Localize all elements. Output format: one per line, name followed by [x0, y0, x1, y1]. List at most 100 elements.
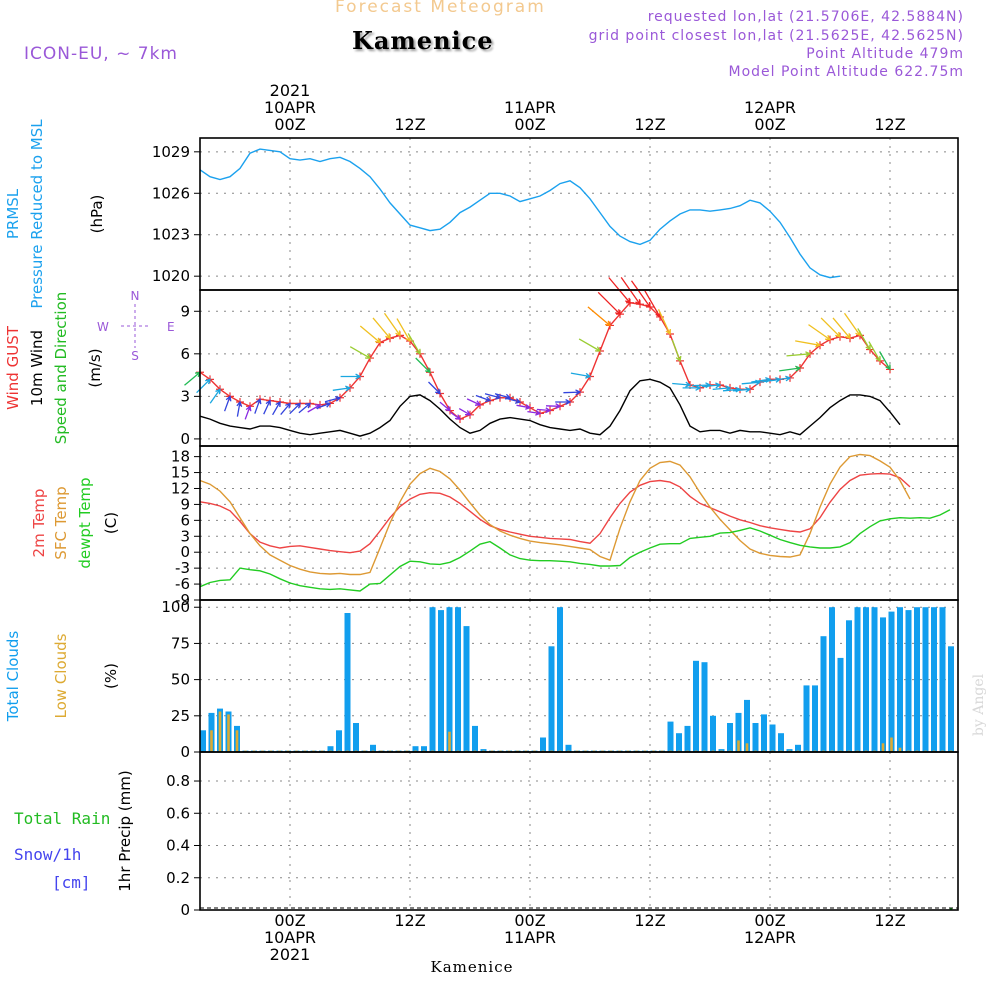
series-2m-temp-line	[199, 472, 911, 554]
wind-direction-arrow	[563, 389, 582, 396]
y-tick-label: 0.2	[166, 869, 190, 887]
wind-direction-arrow	[396, 318, 411, 343]
wind-direction-arrow	[196, 378, 211, 394]
compass-cross	[121, 304, 149, 348]
series-total-clouds-bar	[888, 611, 895, 752]
series-total-clouds-bar	[667, 721, 674, 752]
series-total-clouds-bar	[548, 646, 555, 752]
series-low-clouds-bar	[745, 743, 749, 752]
series-total-clouds-bar	[412, 746, 419, 752]
wind-direction-arrow	[254, 397, 262, 414]
wind-direction-arrow	[289, 402, 301, 415]
wind-direction-arrow	[475, 394, 492, 403]
precip-legend-label: Total Rain	[14, 809, 110, 828]
wind-direction-arrow	[450, 411, 462, 420]
panel-axis-label: SFC Temp	[52, 486, 70, 559]
panel-axis-label: (C)	[102, 512, 120, 534]
series-low-clouds-bar	[227, 714, 230, 752]
series-wind-gust-line	[199, 302, 891, 420]
wind-direction-arrow	[657, 309, 671, 336]
y-tick-label: 1029	[152, 143, 190, 161]
point-altitude: Point Altitude 479m	[806, 46, 964, 62]
wind-direction-arrow	[332, 385, 352, 392]
series-total-clouds-bar	[684, 725, 691, 752]
series-total-clouds-bar	[752, 723, 759, 752]
series-total-clouds-bar	[370, 744, 376, 752]
bottom-time-tick-label: 2021	[270, 945, 311, 964]
y-tick-label: 100	[161, 598, 190, 616]
top-time-tick-label: 00Z	[274, 115, 305, 134]
compass-rose: W E N S	[97, 289, 175, 363]
series-total-clouds-bar	[795, 744, 801, 752]
wind-direction-arrow	[263, 399, 271, 415]
series-total-clouds-bar	[701, 662, 708, 752]
series-total-clouds-bar	[914, 607, 920, 752]
series-total-clouds	[200, 607, 954, 752]
series-total-clouds-bar	[761, 714, 767, 752]
wind-direction-arrow	[340, 373, 362, 380]
series-total-clouds-bar	[863, 607, 869, 752]
series-prmsl	[199, 148, 841, 279]
series-10m-wind	[199, 378, 901, 437]
panel-frame	[199, 445, 959, 601]
series-low-clouds-bar	[218, 711, 222, 752]
series-total-clouds-bar	[769, 724, 776, 752]
panel-wind: 0 3 6 9 W E N S Wind GUST 10m Wind Speed and Direc…	[4, 277, 959, 448]
series-total-clouds-bar	[727, 723, 733, 752]
wind-direction-arrow	[722, 386, 742, 393]
series-low-clouds-bar	[448, 731, 451, 752]
series-prmsl-line	[199, 148, 841, 279]
panel-axis-label: PRMSL	[4, 188, 22, 239]
wind-direction-arrow	[407, 333, 421, 355]
series-total-clouds-bar	[854, 607, 861, 752]
panel-pressure: 1020 1023 1026 1029 PRMSL Pressure Reduced to…	[4, 119, 959, 309]
panel-frame	[199, 599, 959, 753]
series-total-clouds-bar	[846, 620, 852, 752]
series-total-clouds-bar	[336, 730, 342, 752]
series-low-clouds-bar	[235, 730, 239, 752]
series-total-clouds-bar	[710, 715, 716, 752]
wind-direction-arrows	[184, 277, 891, 420]
panel-precip: 0 0.2 0.4 0.6 0.8 1hr Precip (mm) Total Rain Sn…	[14, 751, 959, 919]
top-time-tick-label: 00Z	[514, 115, 545, 134]
wind-direction-arrow	[184, 371, 202, 386]
bottom-time-tick-label: 12Z	[394, 911, 425, 930]
wind-direction-arrow	[770, 375, 792, 382]
bottom-time-tick-label: 12Z	[874, 911, 905, 930]
wind-direction-arrow	[349, 346, 372, 359]
series-wind-gust	[196, 298, 894, 424]
y-tick-label: 0.4	[166, 837, 190, 855]
y-tick-label: 3	[180, 527, 190, 545]
wind-direction-arrow	[383, 312, 401, 337]
wind-direction-arrow	[570, 372, 592, 379]
wind-direction-arrow	[843, 312, 861, 337]
compass-south: S	[131, 349, 139, 363]
y-tick-label: 0.8	[166, 772, 190, 790]
series-total-clouds-bar	[429, 607, 436, 752]
series-total-clouds-bar	[744, 699, 750, 752]
bottom-time-tick-label: 00Z	[274, 911, 305, 930]
series-total-clouds-bar	[200, 730, 206, 752]
top-time-tick-label: 10APR	[264, 98, 316, 117]
precip-legend-label: [cm]	[52, 873, 91, 892]
series-total-clouds-bar	[820, 636, 827, 752]
requested-coordinates: requested lon,lat (21.5706E, 42.5884N)	[647, 9, 964, 25]
wind-direction-arrow	[372, 317, 391, 340]
wind-direction-arrow	[630, 280, 651, 309]
wind-direction-arrow	[428, 381, 441, 395]
y-tick-label: 9	[180, 302, 190, 320]
y-tick-label: 0	[180, 743, 190, 761]
panel-axis-label: Low Clouds	[52, 633, 70, 718]
series-total-clouds-bar	[837, 657, 844, 752]
location-title: Kamenice	[352, 26, 494, 55]
panel-frame	[199, 137, 959, 291]
wind-direction-arrow	[244, 405, 252, 420]
wind-direction-arrow	[458, 408, 472, 416]
wind-direction-arrow	[316, 402, 332, 410]
y-tick-label: 1026	[152, 184, 190, 202]
series-total-clouds-bar	[778, 733, 784, 752]
wind-direction-arrow	[786, 351, 812, 358]
series-total-clouds-bar	[803, 685, 810, 752]
